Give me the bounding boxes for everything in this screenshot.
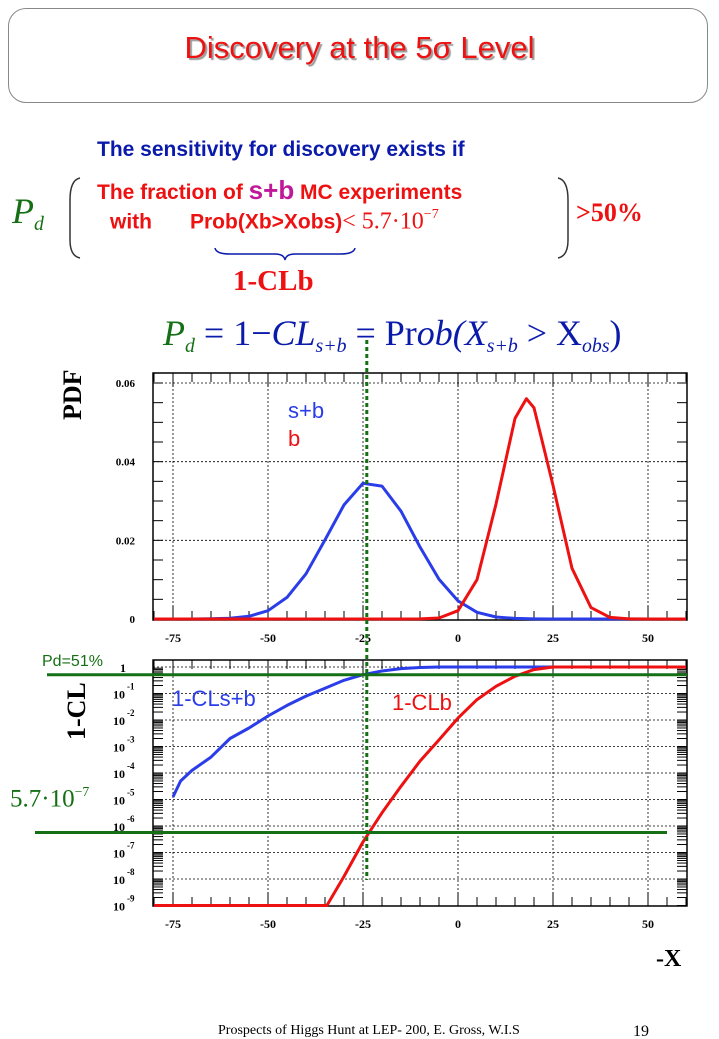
y-tick-label: 0.04: [116, 457, 136, 469]
y-tick-exp: -9: [127, 894, 135, 904]
cl-plot: -75 -50 -25 0 25 50110-110-210-310-410-510-61…: [113, 659, 688, 931]
label-1-clb: 1-CLb: [392, 690, 452, 715]
y-tick-label: 0: [130, 614, 136, 626]
y-tick-exp: -8: [127, 867, 135, 877]
y-tick-exp: -6: [127, 814, 135, 824]
condition-line1: The fraction of s+b MC experiments: [97, 175, 463, 205]
pdf-curve-b: [154, 397, 686, 621]
brace-label: 1-CLb: [233, 265, 314, 297]
y-tick-label: 10-7: [113, 841, 135, 861]
y-tick-base: 10: [113, 847, 125, 861]
x-tick-label: 0: [455, 917, 461, 931]
y-tick-base: 10: [113, 714, 125, 728]
y-tick-label: 10-1: [113, 682, 135, 702]
y-tick-label: 0.06: [116, 378, 136, 390]
threshold-annotation: 5.7·10−7: [10, 784, 90, 813]
y-tick-exp: -7: [127, 841, 135, 851]
left-paren: [69, 177, 81, 259]
y-tick-label: 0.02: [116, 535, 136, 547]
x-tick-label: -75: [165, 631, 181, 645]
title-box: [8, 8, 708, 103]
y-tick-base: 10: [113, 873, 125, 887]
x-tick-label: -50: [260, 917, 276, 931]
x-tick-label: 25: [547, 631, 559, 645]
condition-line2: with Prob(Xb>Xobs)< 5.7·10−7: [110, 207, 439, 235]
y-tick-exp: -5: [127, 788, 135, 798]
page-number: 19: [633, 1023, 649, 1039]
y-tick-base: 10: [113, 741, 125, 755]
x-tick-label: -25: [355, 917, 371, 931]
legend-b: b: [288, 426, 301, 451]
sigma-symbol: σ: [432, 30, 452, 65]
y-tick-label: 10-8: [113, 867, 135, 887]
right-paren: [557, 177, 569, 259]
title-text: Discovery at the 5: [184, 30, 433, 65]
y-tick-base: 10: [113, 820, 125, 834]
cl-axis-label: 1-CL: [62, 682, 91, 740]
x-tick-label: 0: [455, 631, 461, 645]
x-tick-label: -25: [355, 631, 371, 645]
y-tick-label: 10-2: [113, 708, 135, 728]
x-tick-label: 25: [547, 917, 559, 931]
x-tick-label: -75: [165, 917, 181, 931]
underbrace: [214, 247, 356, 261]
y-tick-label: 10-6: [113, 814, 135, 834]
y-tick-label: 10-5: [113, 788, 135, 808]
x-tick-label: -50: [260, 631, 276, 645]
y-tick-base: 1: [120, 661, 126, 675]
x-tick-label: 50: [642, 631, 654, 645]
y-tick-exp: -4: [127, 761, 135, 771]
formula: Pd = 1−CLs+b = Prob(Xs+b > Xobs): [163, 313, 622, 357]
cl-curve-sb: [171, 665, 686, 798]
sb-highlight: s+b: [248, 175, 295, 205]
plot-frame: [152, 372, 688, 621]
y-tick-label: 1: [120, 661, 126, 675]
title-text-end: Level: [451, 30, 535, 65]
x-tick-label: 50: [642, 917, 654, 931]
y-tick-base: 10: [113, 767, 125, 781]
y-tick-base: 10: [113, 688, 125, 702]
pdf-plot: -75 -50 -25 0 25 50 0 0.02 0.04 0.06: [116, 372, 688, 645]
footer-text: Prospects of Higgs Hunt at LEP- 200, E. …: [218, 1023, 520, 1038]
pdf-curve-sb: [154, 481, 686, 621]
y-tick-base: 10: [113, 900, 125, 914]
y-tick-label: 10-4: [113, 761, 135, 781]
condition-intro: The sensitivity for discovery exists if: [97, 138, 465, 161]
threshold-label: >50%: [576, 198, 643, 227]
pd-symbol: Pd: [12, 191, 44, 235]
legend-sb: s+b: [288, 398, 325, 423]
slide-title: Discovery at the 5σ Level: [0, 30, 719, 66]
cl-curve-b: [154, 665, 686, 907]
y-tick-exp: -1: [127, 682, 135, 692]
y-tick-exp: -2: [127, 708, 135, 718]
pd51-label: Pd=51%: [42, 653, 103, 670]
pdf-axis-label: PDF: [58, 369, 87, 420]
x-axis-label: -X: [656, 946, 682, 972]
label-1-cls+b: 1-CLs+b: [172, 686, 256, 711]
y-tick-base: 10: [113, 794, 125, 808]
annotations: [35, 340, 687, 880]
y-tick-exp: -3: [127, 735, 135, 745]
y-tick-label: 10-3: [113, 735, 135, 755]
y-tick-label: 10-9: [113, 894, 135, 914]
